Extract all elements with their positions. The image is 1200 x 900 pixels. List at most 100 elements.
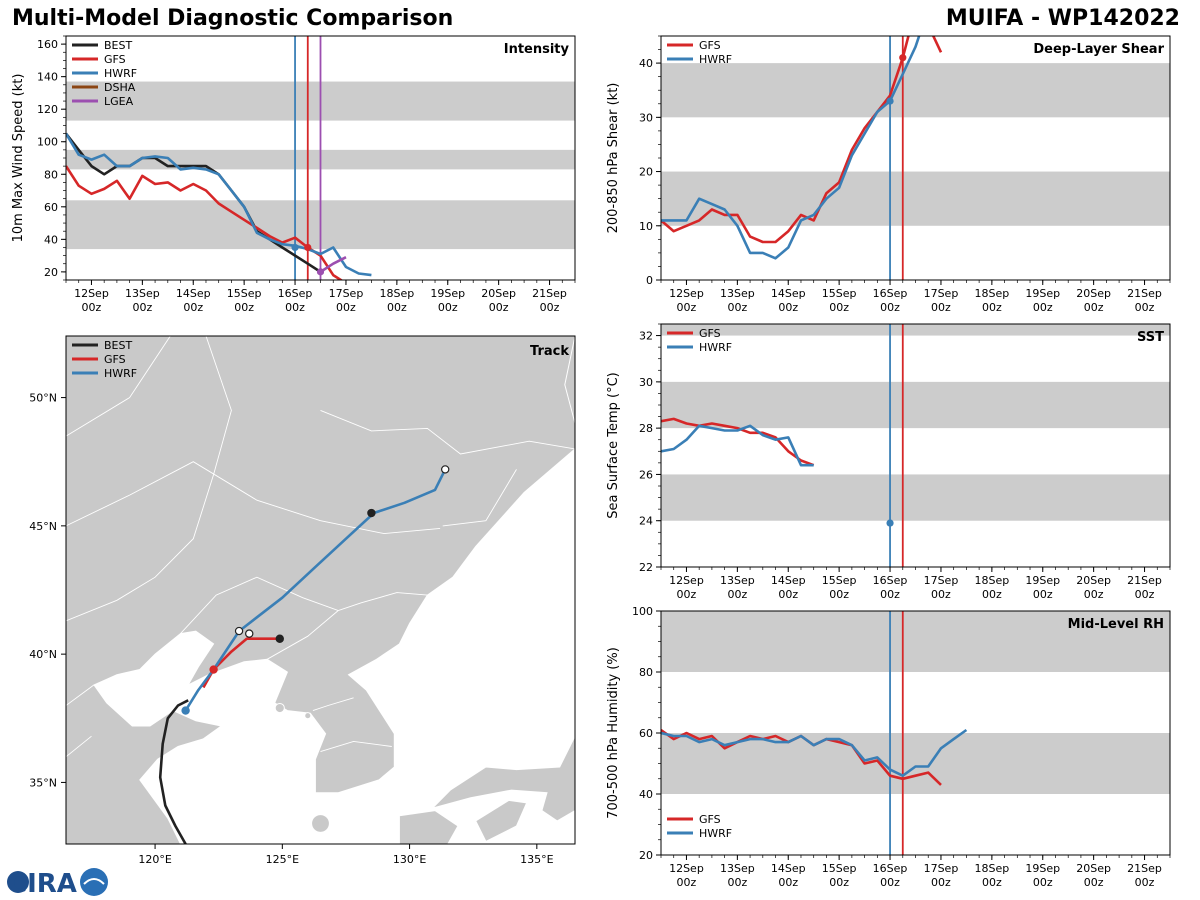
intensity-legend-label-gfs: GFS [104,53,126,66]
sst-ytick-label: 22 [639,561,653,574]
track-lat-tick-label: 35°N [29,776,57,789]
shear-band-0 [661,171,1170,226]
shear-xtick-label: 21Sep [1127,287,1162,300]
track-marker-hwrf [245,629,254,638]
track-island [274,702,285,714]
shear-legend-label-hwrf: HWRF [699,53,732,66]
track-map-area [66,336,575,844]
shear-xtick-label: 20Sep [1076,287,1111,300]
track-lon-tick-label: 130°E [393,853,426,866]
track-legend-label-best: BEST [104,339,132,352]
shear-ytick-label: 40 [639,57,653,70]
intensity-xtick-label: 20Sep [481,287,516,300]
intensity-series-lgea [319,256,347,273]
track-lat-tick-label: 45°N [29,520,57,533]
shear-series-hwrf [661,36,921,260]
sst-xtick-label: 00z [880,588,900,601]
sst-xtick-label: 00z [727,588,747,601]
track-boundary-9 [312,697,354,712]
track-boundary-0 [66,461,441,535]
shear-ytick-label: 10 [639,220,653,233]
rh-xtick-label: 00z [880,876,900,889]
sst-band-2 [661,324,1170,336]
chart-title-right: MUIFA - WP142022 [945,6,1180,31]
intensity-ytick-label: 140 [37,71,58,84]
rh-xtick-label: 18Sep [974,862,1009,875]
track-boundary-4 [320,409,575,455]
intensity-ytick-label: 20 [44,266,58,279]
intensity-marker-lgea [316,268,325,276]
sst-band-1 [661,381,1170,429]
shear-band-1 [661,63,1170,118]
rh-ytick-label: 80 [639,666,653,679]
sst-xtick-label: 00z [677,588,697,601]
shear-xtick-label: 00z [829,301,849,314]
intensity-ytick-label: 40 [44,233,58,246]
rh-xtick-label: 14Sep [771,862,806,875]
track-marker-hwrf [441,465,450,474]
sst-xtick-label: 20Sep [1076,574,1111,587]
intensity-xtick-label: 13Sep [125,287,160,300]
track-island [311,814,330,833]
intensity-ytick-label: 120 [37,103,58,116]
shear-xtick-label: 18Sep [974,287,1009,300]
shear-xtick-label: 19Sep [1025,287,1060,300]
sst-ylabel: Sea Surface Temp (°C) [606,372,621,519]
intensity-ytick-label: 100 [37,136,58,149]
sst-series-hwrf [661,424,814,467]
rh-xtick-label: 16Sep [873,862,908,875]
intensity-xtick-label: 00z [183,301,203,314]
intensity-ylabel: 10m Max Wind Speed (kt) [11,74,26,243]
rh-xtick-label: 00z [727,876,747,889]
rh-band-0 [661,733,1170,794]
sst-xtick-label: 17Sep [924,574,959,587]
sst-xtick-label: 13Sep [720,574,755,587]
track-series-best [158,699,189,844]
intensity-xtick-label: 00z [489,301,509,314]
track-boundary-5 [442,469,517,527]
sst-xtick-label: 18Sep [974,574,1009,587]
intensity-xtick-label: 00z [438,301,458,314]
sst-plot-area [661,324,1170,567]
rh-xtick-label: 12Sep [669,862,704,875]
track-lon-tick-label: 125°E [266,853,299,866]
partner-logo-icon [80,868,108,896]
rh-panel-title: Mid-Level RH [1068,617,1164,632]
intensity-xtick-label: 21Sep [532,287,567,300]
track-lon-tick-label: 120°E [138,853,171,866]
sst-panel-title: SST [1137,330,1164,345]
sst-xtick-label: 16Sep [873,574,908,587]
rh-ytick-label: 20 [639,849,653,862]
track-land-mainland [66,336,575,844]
rh-ytick-label: 100 [632,605,653,618]
sst-marker-hwrf [886,519,894,527]
sst-xtick-label: 00z [982,588,1002,601]
sst-ytick-label: 30 [639,376,653,389]
intensity-xtick-label: 00z [540,301,560,314]
rh-xtick-label: 00z [1033,876,1053,889]
intensity-panel-title: Intensity [504,42,570,57]
rh-xtick-label: 00z [829,876,849,889]
track-boundary-2 [266,610,339,660]
rh-xtick-label: 20Sep [1076,862,1111,875]
track-marker-hwrf [181,706,190,715]
shear-xtick-label: 00z [982,301,1002,314]
rh-xtick-label: 13Sep [720,862,755,875]
sst-legend-label-gfs: GFS [699,327,721,340]
intensity-xtick-label: 12Sep [74,287,109,300]
shear-xtick-label: 15Sep [822,287,857,300]
shear-ytick-label: 20 [639,166,653,179]
sst-series-gfs [661,417,815,467]
rh-xtick-label: 00z [778,876,798,889]
intensity-xtick-label: 00z [234,301,254,314]
track-legend-label-hwrf: HWRF [104,367,137,380]
rh-legend-label-gfs: GFS [699,813,721,826]
shear-xtick-label: 13Sep [720,287,755,300]
rh-band-1 [661,611,1170,672]
shear-xtick-label: 16Sep [873,287,908,300]
track-series-hwrf [184,468,447,712]
sst-xtick-label: 00z [931,588,951,601]
intensity-ytick-label: 80 [44,168,58,181]
shear-xtick-label: 00z [727,301,747,314]
